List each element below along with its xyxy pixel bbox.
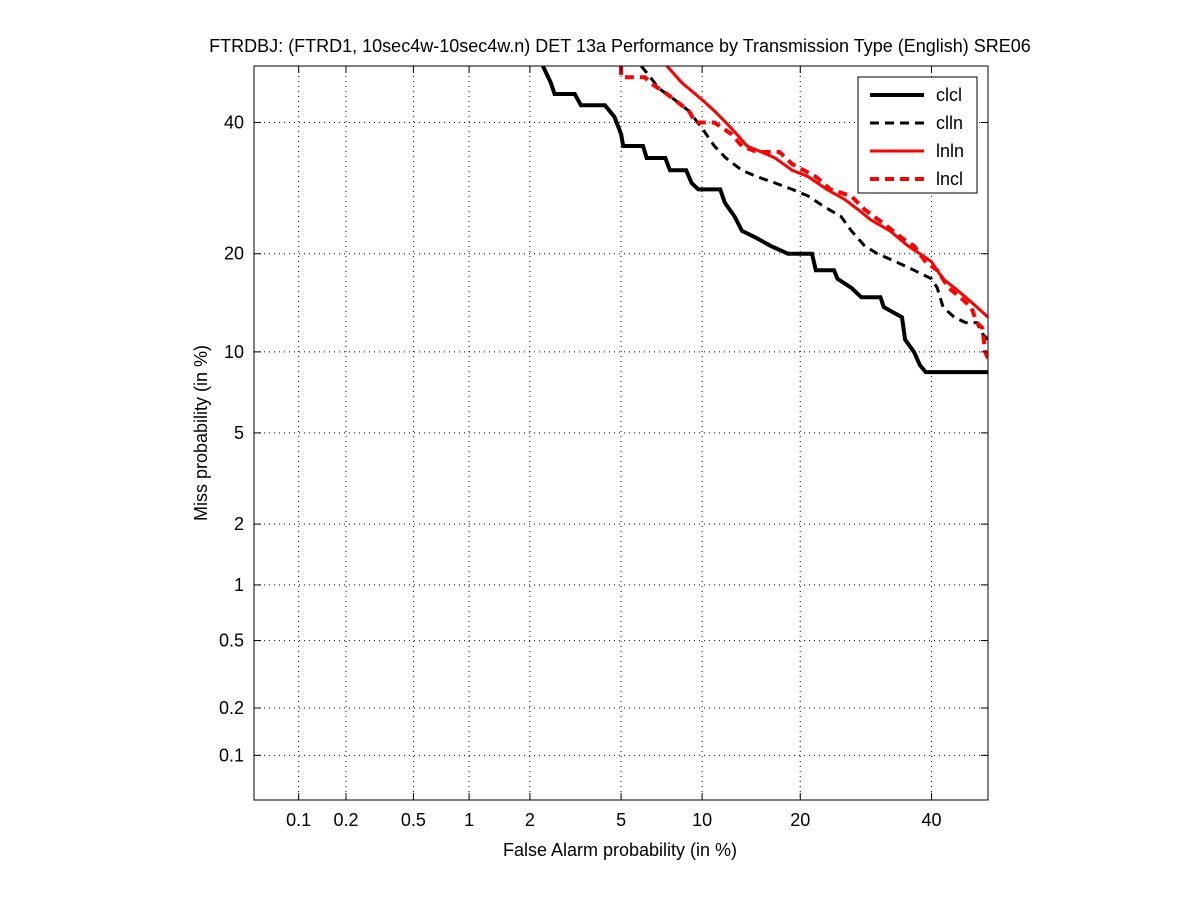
y-tick-label: 0.1 — [219, 745, 244, 765]
y-tick-label: 0.2 — [219, 698, 244, 718]
series-line-clln — [640, 66, 988, 341]
series-line-lncl — [619, 66, 988, 360]
x-axis-title: False Alarm probability (in %) — [503, 840, 737, 860]
x-tick-label: 10 — [692, 810, 712, 830]
x-tick-label: 2 — [525, 810, 535, 830]
legend-label-lnln: lnln — [936, 141, 964, 161]
x-tick-label: 5 — [616, 810, 626, 830]
y-tick-label: 1 — [234, 575, 244, 595]
y-tick-label: 20 — [224, 244, 244, 264]
series-line-lnln — [665, 66, 988, 319]
chart-title: FTRDBJ: (FTRD1, 10sec4w-10sec4w.n) DET 1… — [209, 36, 1031, 56]
x-tick-label: 20 — [790, 810, 810, 830]
series-line-clcl — [541, 66, 988, 375]
legend: clcl clln lnln lncl — [857, 76, 978, 194]
legend-label-clcl: clcl — [936, 85, 962, 105]
y-axis-title: Miss probability (in %) — [191, 345, 211, 521]
y-axis: 0.1 0.2 0.5 1 2 5 10 20 40 — [219, 113, 988, 765]
legend-label-lncl: lncl — [936, 169, 963, 189]
y-tick-label: 2 — [234, 514, 244, 534]
legend-label-clln: clln — [936, 113, 963, 133]
x-tick-label: 40 — [921, 810, 941, 830]
x-tick-label: 0.5 — [401, 810, 426, 830]
x-tick-label: 0.2 — [333, 810, 358, 830]
y-tick-label: 40 — [224, 113, 244, 133]
x-axis: 0.1 0.2 0.5 1 2 5 10 20 40 — [286, 66, 942, 830]
y-tick-label: 0.5 — [219, 631, 244, 651]
y-tick-label: 10 — [224, 342, 244, 362]
series-layer — [541, 66, 988, 375]
x-tick-label: 0.1 — [286, 810, 311, 830]
x-tick-label: 1 — [464, 810, 474, 830]
y-tick-label: 5 — [234, 423, 244, 443]
